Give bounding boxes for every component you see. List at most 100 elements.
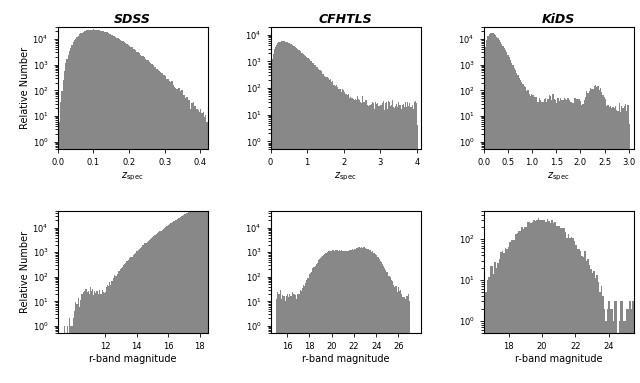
Bar [124, 42, 125, 383]
Bar [130, 47, 131, 383]
Bar [166, 226, 167, 383]
Bar [392, 100, 393, 383]
Bar [310, 61, 311, 383]
Bar [353, 99, 354, 383]
Bar [625, 104, 626, 383]
Bar [88, 291, 89, 383]
Bar [565, 99, 566, 383]
Bar [195, 208, 196, 383]
Bar [345, 94, 346, 383]
Bar [196, 208, 197, 383]
Bar [142, 246, 143, 383]
Bar [299, 50, 300, 383]
Bar [63, 80, 64, 383]
Bar [517, 75, 518, 383]
Bar [108, 286, 109, 383]
Bar [395, 106, 396, 383]
Bar [611, 108, 612, 383]
Bar [154, 67, 155, 383]
Bar [100, 295, 102, 383]
Bar [625, 321, 626, 383]
Bar [190, 109, 191, 383]
Bar [616, 301, 617, 383]
Bar [581, 105, 582, 383]
Bar [619, 103, 620, 383]
Bar [306, 280, 307, 383]
Bar [598, 90, 600, 383]
Bar [193, 210, 194, 383]
Bar [160, 72, 161, 383]
Bar [567, 98, 568, 383]
Bar [116, 274, 118, 383]
Bar [306, 57, 307, 383]
Bar [400, 290, 401, 383]
Bar [336, 85, 337, 383]
Bar [488, 277, 490, 383]
Bar [172, 222, 173, 383]
Bar [279, 42, 280, 383]
Bar [276, 298, 277, 383]
Bar [287, 42, 288, 383]
Bar [344, 92, 345, 383]
Bar [322, 74, 323, 383]
X-axis label: r-band magnitude: r-band magnitude [302, 354, 389, 364]
Bar [303, 285, 304, 383]
Bar [397, 292, 398, 383]
Bar [627, 105, 628, 383]
Bar [364, 247, 365, 383]
Bar [356, 100, 357, 383]
Bar [134, 254, 135, 383]
Bar [151, 238, 152, 383]
Bar [527, 90, 529, 383]
Bar [365, 248, 366, 383]
Bar [378, 257, 379, 383]
Bar [563, 100, 564, 383]
Bar [560, 98, 561, 383]
Bar [490, 33, 491, 383]
Bar [157, 70, 159, 383]
Bar [525, 87, 526, 383]
Bar [298, 294, 300, 383]
Bar [202, 204, 204, 383]
Bar [491, 33, 492, 383]
Y-axis label: Relative Number: Relative Number [20, 47, 29, 129]
Bar [206, 122, 207, 383]
Bar [148, 240, 150, 383]
Bar [83, 32, 84, 383]
Bar [280, 290, 282, 383]
Bar [291, 44, 292, 383]
Bar [376, 255, 377, 383]
Bar [571, 102, 572, 383]
Bar [502, 251, 503, 383]
Bar [86, 30, 88, 383]
Bar [373, 103, 374, 383]
Bar [102, 31, 104, 383]
Bar [108, 33, 109, 383]
Bar [328, 79, 329, 383]
Bar [350, 97, 351, 383]
Bar [485, 292, 486, 383]
Bar [173, 221, 174, 383]
Bar [203, 112, 204, 383]
Bar [522, 83, 524, 383]
Bar [326, 77, 327, 383]
Bar [581, 256, 582, 383]
Bar [300, 51, 301, 383]
Bar [90, 287, 91, 383]
Bar [339, 250, 340, 383]
Bar [504, 48, 505, 383]
Bar [509, 57, 510, 383]
Bar [556, 103, 557, 383]
Bar [395, 286, 396, 383]
Bar [316, 264, 317, 383]
Bar [349, 250, 350, 383]
Bar [181, 90, 182, 383]
Bar [151, 64, 152, 383]
Bar [417, 125, 418, 383]
Bar [371, 252, 372, 383]
Bar [407, 102, 408, 383]
Bar [367, 105, 368, 383]
Bar [588, 93, 589, 383]
Bar [360, 101, 362, 383]
Bar [408, 111, 410, 383]
